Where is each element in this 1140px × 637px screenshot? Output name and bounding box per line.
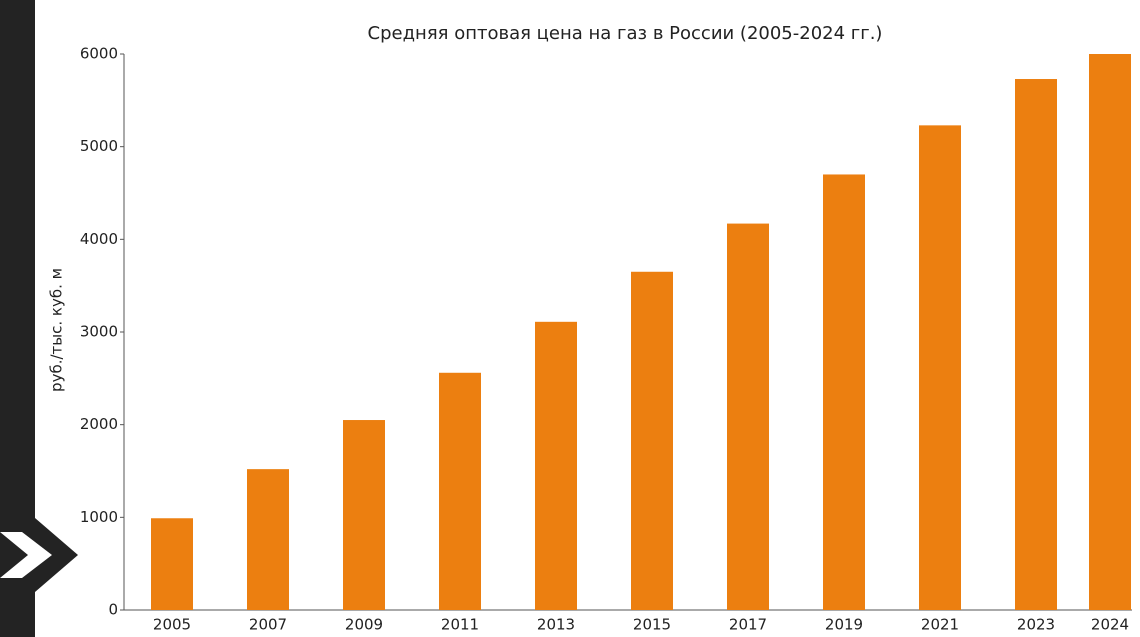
- y-tick-label: 5000: [80, 137, 118, 155]
- x-tick-label: 2023: [1017, 616, 1055, 634]
- x-tick-label: 2013: [537, 616, 575, 634]
- bar: [823, 174, 865, 610]
- chevron-outline: [35, 518, 78, 592]
- y-tick-label: 6000: [80, 45, 118, 63]
- y-tick-label: 3000: [80, 323, 118, 341]
- x-tick-label: 2021: [921, 616, 959, 634]
- bar: [727, 223, 769, 610]
- bar: [535, 321, 577, 610]
- bar: [1015, 79, 1057, 610]
- chevron: [0, 532, 52, 578]
- x-tick-label: 2017: [729, 616, 767, 634]
- x-tick-label: 2019: [825, 616, 863, 634]
- bar: [151, 518, 193, 610]
- bar: [343, 420, 385, 610]
- bar: [439, 372, 481, 610]
- chart-title: Средняя оптовая цена на газ в России (20…: [368, 23, 883, 44]
- y-tick-label: 1000: [80, 508, 118, 526]
- y-tick-label: 4000: [80, 230, 118, 248]
- y-tick-label: 0: [108, 601, 118, 619]
- bar: [1089, 54, 1131, 610]
- x-tick-label: 2011: [441, 616, 479, 634]
- x-tick-label: 2009: [345, 616, 383, 634]
- x-tick-label: 2007: [249, 616, 287, 634]
- y-tick-label: 2000: [80, 415, 118, 433]
- bar: [631, 271, 673, 610]
- x-tick-label: 2015: [633, 616, 671, 634]
- x-tick-label: 2005: [153, 616, 191, 634]
- bar: [247, 469, 289, 610]
- bar: [919, 125, 961, 610]
- y-axis-label: руб./тыс. куб. м: [48, 268, 66, 392]
- x-tick-label: 2024: [1091, 616, 1129, 634]
- side-band: [0, 0, 35, 637]
